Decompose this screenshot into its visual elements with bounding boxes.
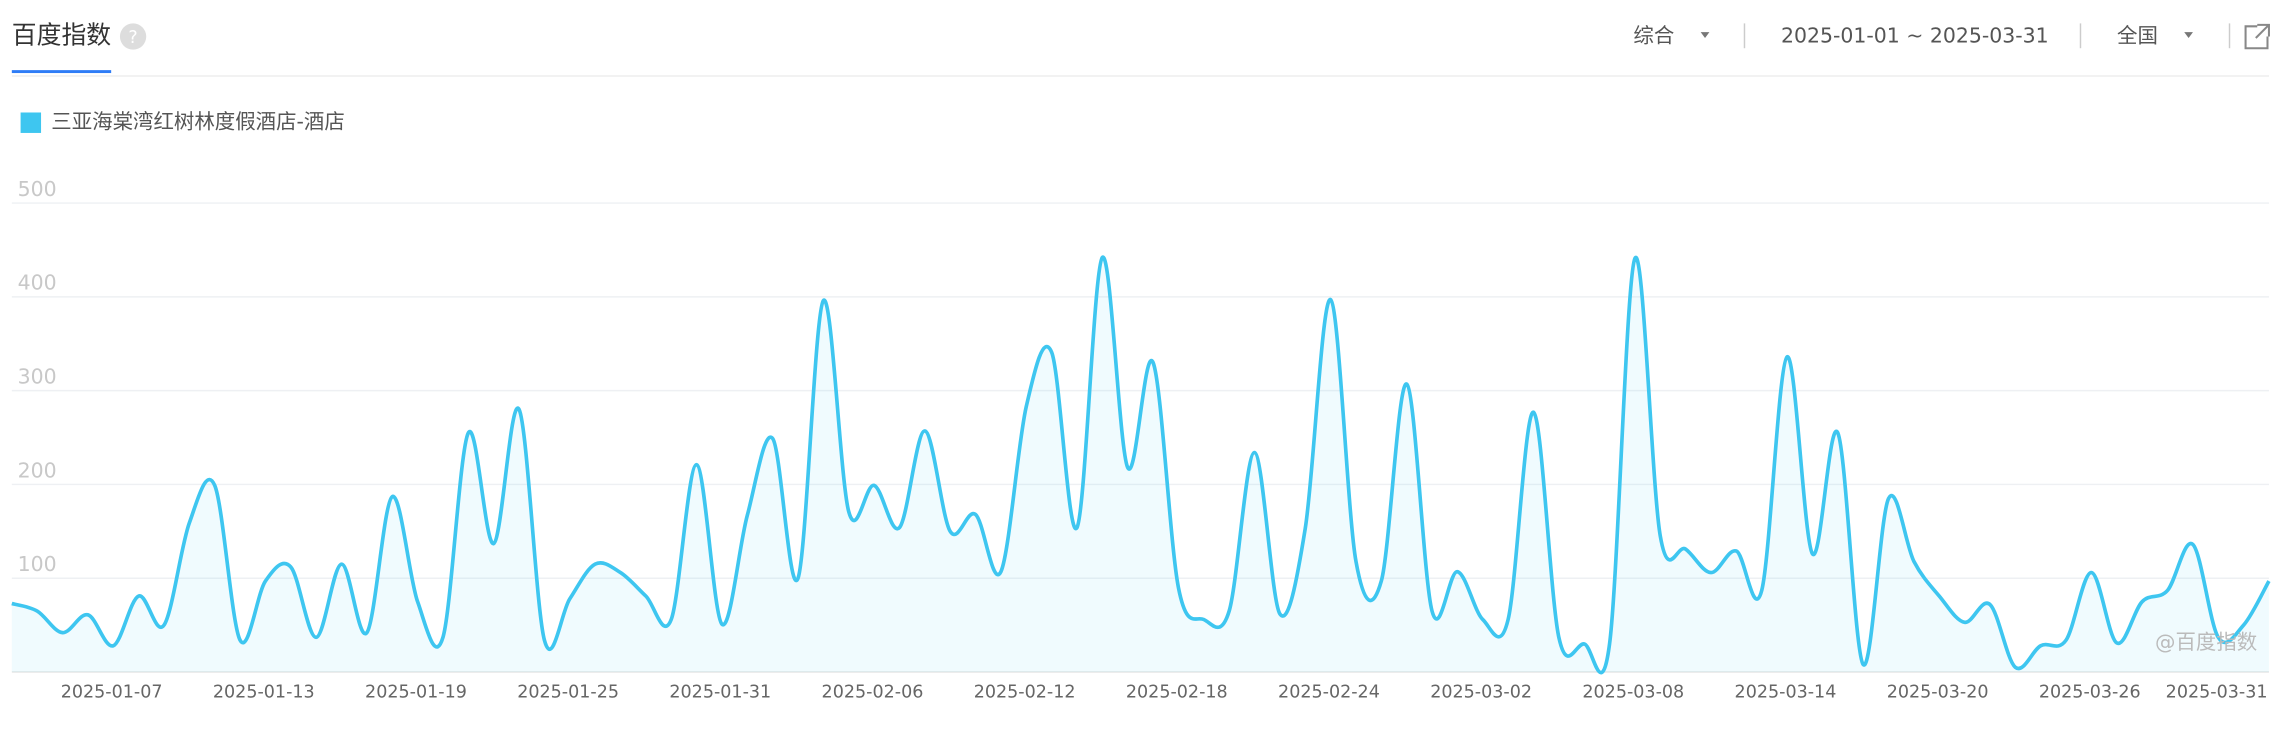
page-title: 百度指数	[12, 21, 111, 50]
x-tick-label: 2025-02-18	[1126, 682, 1228, 702]
help-icon[interactable]	[119, 23, 147, 50]
title-underline	[11, 70, 112, 74]
x-tick-label: 2025-02-12	[974, 682, 1076, 702]
x-tick-label: 2025-01-19	[365, 682, 467, 702]
line	[11, 255, 2271, 675]
x-tick-label: 2025-02-24	[1278, 682, 1380, 702]
x-tick-label: 2025-02-06	[822, 682, 924, 702]
filter-type[interactable]: 综合	[1633, 24, 1674, 48]
export-icon[interactable]	[2244, 23, 2270, 50]
filter-region[interactable]: 全国	[2117, 24, 2158, 48]
y-tick-label: 300	[18, 365, 57, 389]
y-tick-label: 500	[18, 177, 57, 201]
area	[11, 257, 2269, 673]
x-tick-label: 2025-01-25	[517, 682, 619, 702]
x-tick-label: 2025-03-08	[1582, 682, 1684, 702]
x-tick-label: 2025-03-02	[1430, 682, 1532, 702]
x-tick-label: 2025-01-31	[669, 682, 771, 702]
legend-swatch	[20, 112, 42, 133]
dropdown-arrow	[1700, 32, 1710, 38]
x-tick-label: 2025-03-31	[2166, 682, 2268, 702]
dropdown-arrow	[2184, 32, 2193, 38]
x-tick-label: 2025-01-13	[213, 682, 315, 702]
chart: 100 200 300 400 500 2025-01-07 2025-01-13 2025-…	[11, 110, 2271, 702]
y-tick-label: 100	[18, 552, 57, 576]
date-range[interactable]: 2025-01-01 ~ 2025-03-31	[1781, 24, 2049, 48]
x-tick-label: 2025-03-26	[2039, 682, 2141, 702]
y-tick-label: 400	[18, 271, 57, 295]
watermark: @百度指数	[2155, 630, 2257, 654]
help-mark: ?	[128, 28, 137, 48]
x-tick-label: 2025-03-14	[1735, 682, 1837, 702]
legend-label: 三亚海棠湾红树林度假酒店-酒店	[51, 110, 345, 134]
x-tick-label: 2025-01-07	[61, 682, 163, 702]
x-tick-label: 2025-03-20	[1887, 682, 1989, 702]
y-tick-label: 200	[18, 458, 57, 482]
